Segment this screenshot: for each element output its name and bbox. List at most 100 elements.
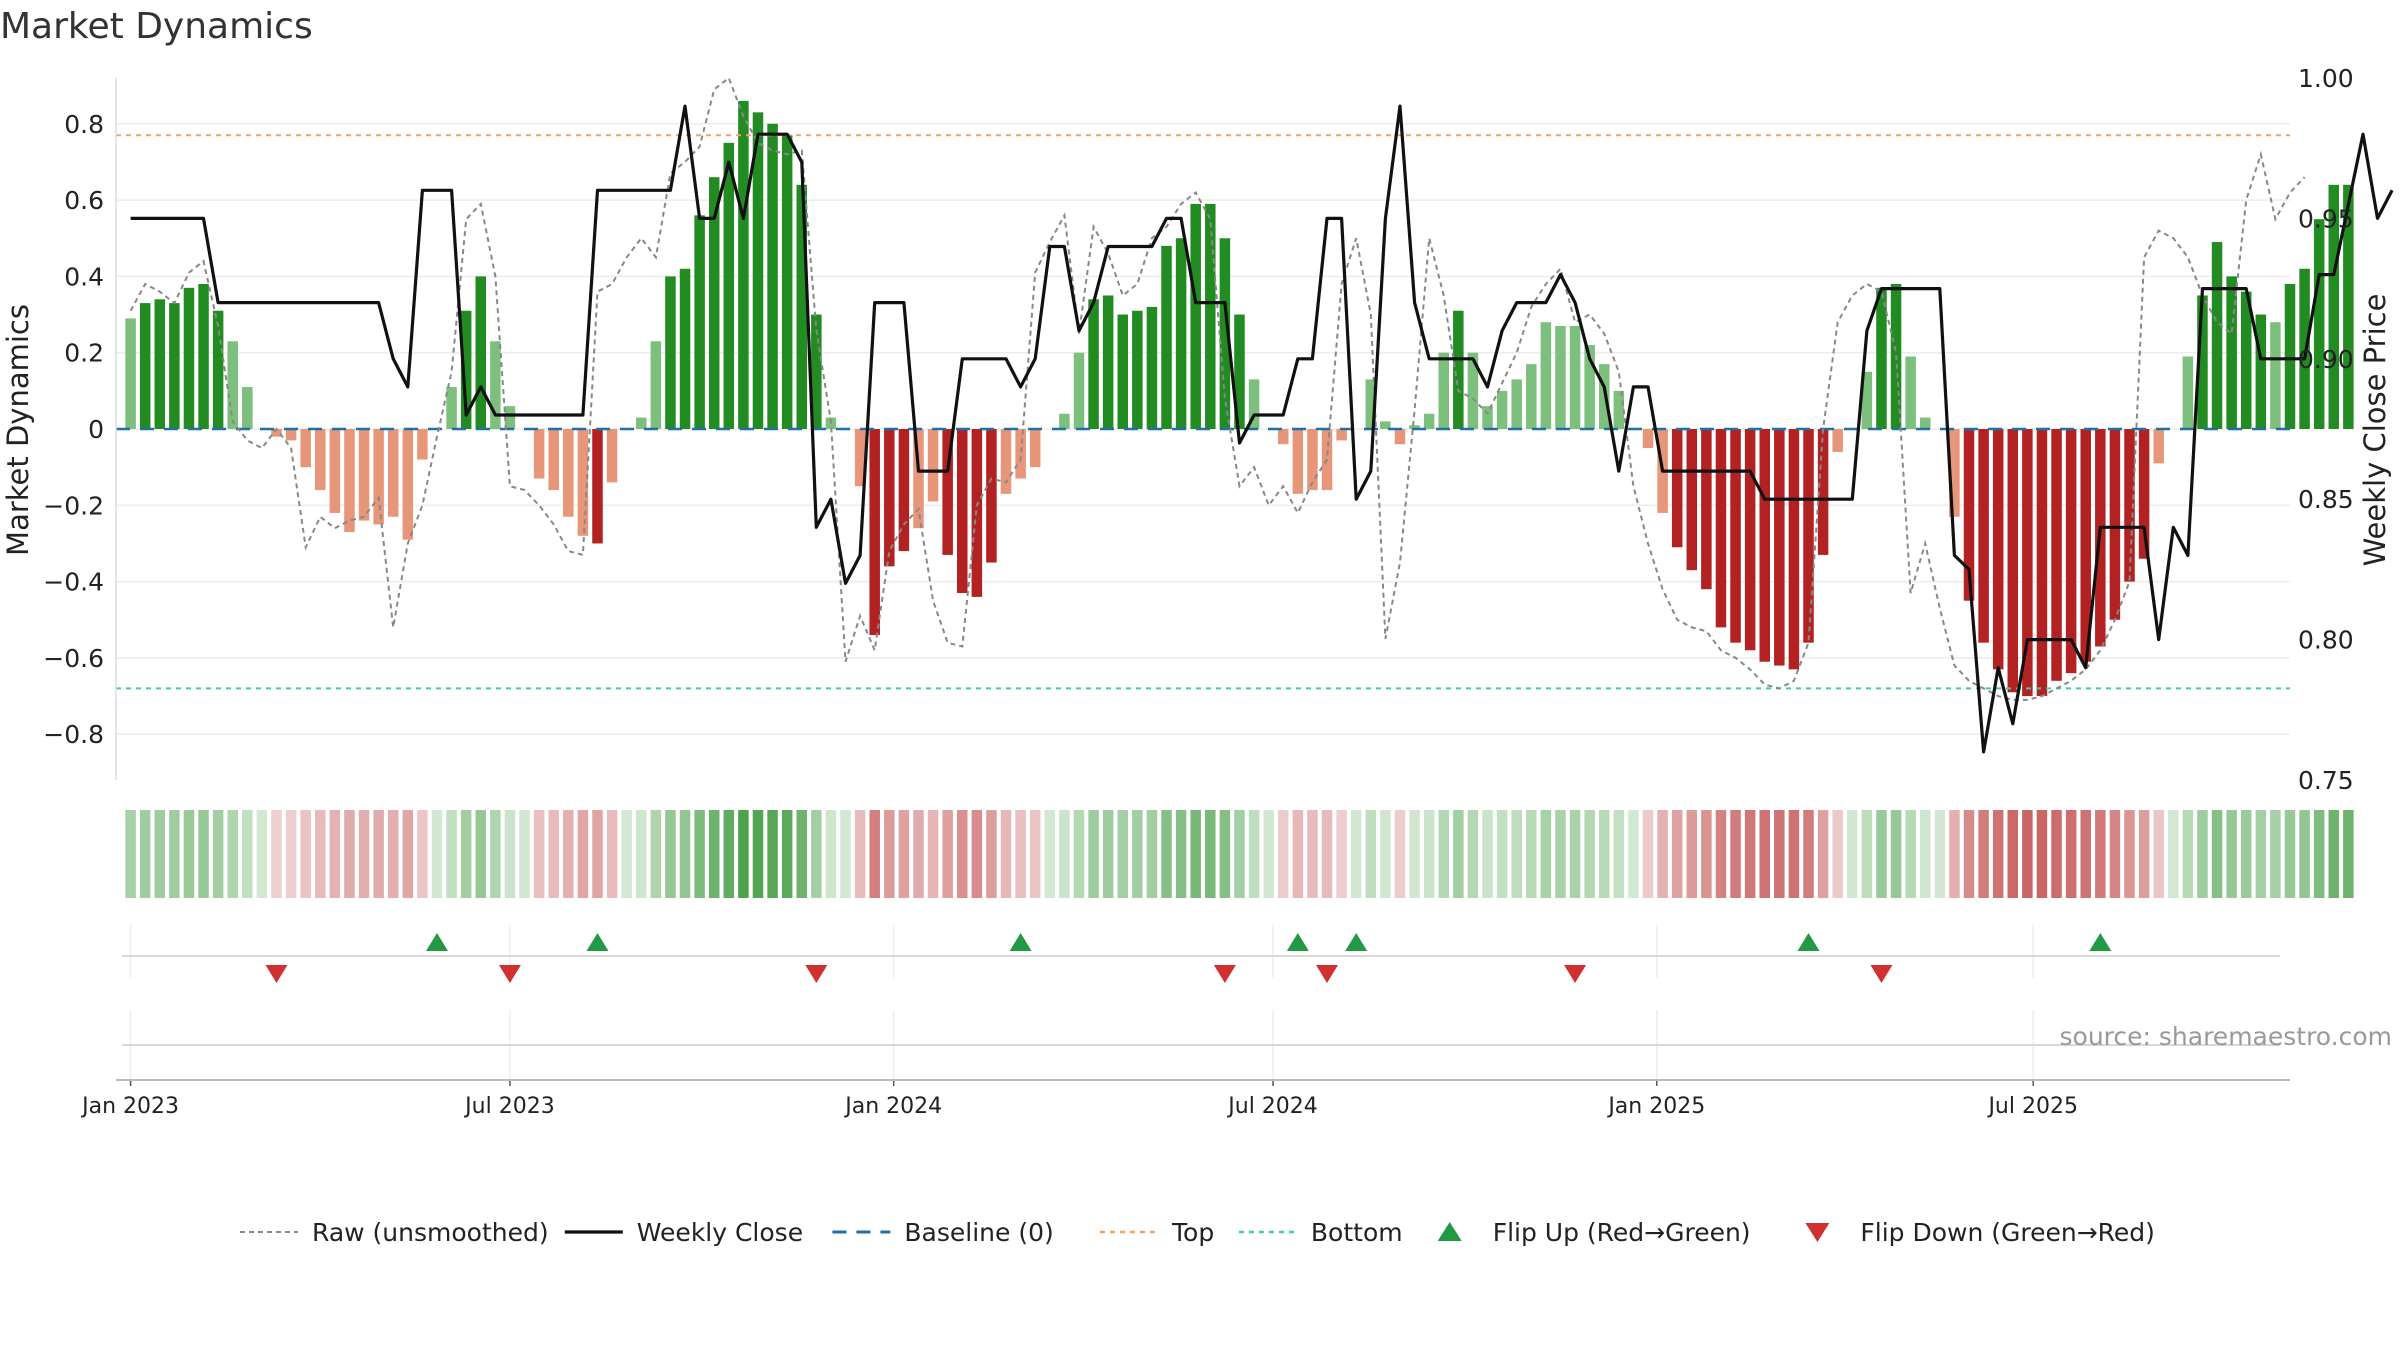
dynamics-bar: [417, 429, 428, 460]
dynamics-bar: [1730, 429, 1741, 643]
ribbon-cell: [1307, 810, 1318, 898]
ribbon-cell: [329, 810, 341, 898]
dynamics-bar: [1102, 295, 1114, 429]
legend-item: Top: [1100, 1218, 1214, 1247]
flip-up-marker: [1286, 933, 1309, 951]
dynamics-bar: [913, 429, 924, 529]
ribbon-cell: [490, 810, 501, 898]
dynamics-bar: [563, 429, 574, 517]
dynamics-bar: [227, 341, 238, 429]
dynamics-bar: [2343, 184, 2354, 429]
dynamics-bar: [738, 100, 749, 430]
ribbon-cell: [1701, 810, 1712, 898]
dynamics-bar: [2124, 429, 2135, 582]
flip-down-marker: [1870, 965, 1893, 983]
x-tick-label: Jan 2023: [80, 1094, 179, 1119]
dynamics-bar: [1059, 413, 1070, 429]
dynamics-bar: [212, 310, 224, 429]
dynamics-bar: [1511, 379, 1522, 429]
dynamics-bar: [154, 299, 166, 429]
dynamics-bar: [1686, 429, 1698, 571]
ribbon-cell: [1482, 810, 1493, 898]
weekly-close-line: [130, 104, 2394, 754]
ribbon-cell: [1730, 810, 1741, 898]
ribbon-cell: [2240, 810, 2252, 898]
flip-up-marker: [1345, 933, 1368, 951]
ribbon-cell: [533, 810, 545, 898]
dynamics-bar: [1117, 314, 1129, 429]
ribbon-cell: [125, 810, 136, 898]
ribbon-cell: [1774, 810, 1785, 898]
dynamics-bar: [957, 429, 968, 594]
dynamics-bar: [1788, 429, 1800, 670]
dynamics-bar: [2036, 429, 2048, 697]
ribbon-cell: [1467, 810, 1479, 898]
dynamics-bar: [1409, 425, 1420, 429]
ribbon-cell: [1540, 810, 1552, 898]
dynamics-bar: [2299, 268, 2310, 429]
ribbon-cell: [1394, 810, 1406, 898]
dynamics-bar: [373, 429, 384, 525]
dynamics-bar: [1876, 287, 1887, 429]
legend-label: Flip Down (Green→Red): [1860, 1218, 2155, 1247]
dynamics-bar: [1832, 429, 1843, 452]
ribbon-cell: [1409, 810, 1420, 898]
ribbon-cell: [1905, 810, 1916, 898]
y-tick-label: −0.6: [43, 644, 104, 673]
x-tick-label: Jul 2025: [1986, 1094, 2078, 1119]
reference-lines: [116, 134, 2290, 690]
dynamics-bar: [1598, 364, 1610, 429]
ribbon-cell: [1321, 810, 1333, 898]
dynamics-bar: [2182, 356, 2194, 429]
ribbon-cell: [1015, 810, 1026, 898]
ribbon-cell: [1919, 810, 1931, 898]
chart-title: Market Dynamics: [0, 6, 313, 47]
dynamics-bar: [2211, 242, 2223, 429]
ribbon-cell: [1526, 810, 1537, 898]
y-tick-label: 0.8: [64, 110, 104, 139]
ribbon-cell: [825, 810, 837, 898]
ribbon-cell: [1088, 810, 1099, 898]
dynamics-bar: [927, 429, 939, 502]
ribbon-cell: [2022, 810, 2033, 898]
dynamics-bar: [2022, 429, 2033, 697]
y-tick-label: −0.2: [43, 491, 104, 520]
ribbon-cell: [592, 810, 603, 898]
ribbon-cell: [1073, 810, 1085, 898]
dynamics-bar: [1992, 429, 2004, 670]
legend-item: Bottom: [1238, 1218, 1403, 1247]
dynamics-bar: [2065, 429, 2077, 674]
ribbon-cell: [2065, 810, 2077, 898]
dynamics-bar: [1088, 299, 1099, 429]
ribbon-cell: [271, 810, 282, 898]
dynamics-bar: [1919, 417, 1931, 429]
dynamics-bar: [1774, 429, 1785, 666]
ribbon-cell: [183, 810, 195, 898]
y2-tick-label: 1.00: [2298, 64, 2354, 93]
dynamics-bar: [1949, 429, 1960, 517]
ribbon-cell: [1671, 810, 1683, 898]
dynamics-bar: [1365, 379, 1377, 429]
dynamics-bar: [2080, 429, 2091, 662]
ribbon-cell: [2080, 810, 2091, 898]
ribbon-cell: [2270, 810, 2281, 898]
dynamics-bar: [1073, 352, 1085, 429]
dynamics-bar: [1380, 421, 1391, 429]
ribbon-cell: [2153, 810, 2164, 898]
ribbon-cell: [285, 810, 297, 898]
ribbon-cell: [1350, 810, 1362, 898]
ribbon-cell: [1686, 810, 1698, 898]
ribbon-cell: [1234, 810, 1245, 898]
dynamics-bar: [271, 429, 282, 437]
legend-label: Baseline (0): [904, 1218, 1053, 1247]
ribbon-cell: [796, 810, 808, 898]
ribbon-cell: [2138, 810, 2150, 898]
ribbon-cell: [869, 810, 880, 898]
dynamics-bar: [1569, 325, 1581, 429]
legend-item: Raw (unsmoothed): [240, 1218, 549, 1247]
ribbon-cell: [1876, 810, 1887, 898]
ribbon-cell: [1336, 810, 1347, 898]
dynamics-bar: [796, 184, 808, 429]
ribbon-cell: [913, 810, 924, 898]
source-label: source: sharemaestro.com: [2060, 1022, 2393, 1051]
